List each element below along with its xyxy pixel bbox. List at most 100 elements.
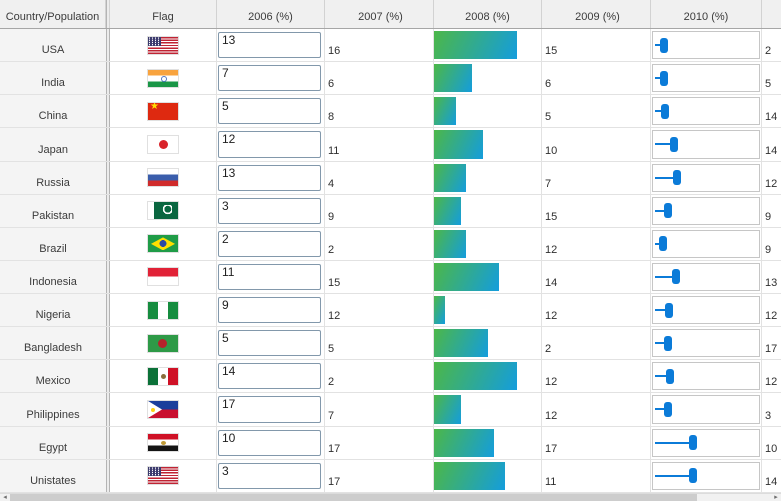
- country-cell[interactable]: Pakistan: [0, 194, 106, 227]
- year-2006-textbox[interactable]: 10: [218, 429, 321, 456]
- year-2009-cell[interactable]: 17: [542, 426, 651, 459]
- year-2009-cell[interactable]: 7: [542, 161, 651, 194]
- year-2006-textbox[interactable]: 17: [218, 396, 321, 423]
- year-2008-cell[interactable]: [434, 29, 542, 62]
- year-2006-textbox[interactable]: 3: [218, 197, 321, 224]
- slider[interactable]: [652, 163, 760, 192]
- year-2006-textbox[interactable]: 9: [218, 297, 321, 324]
- slider-thumb[interactable]: [689, 468, 697, 484]
- year-2008-cell[interactable]: [434, 426, 542, 459]
- cutoff-column-cell[interactable]: 12: [765, 177, 778, 190]
- country-cell[interactable]: Egypt: [0, 426, 106, 459]
- slider[interactable]: [652, 97, 760, 126]
- flag-cell[interactable]: [110, 95, 217, 128]
- flag-cell[interactable]: [110, 426, 217, 459]
- flag-cell[interactable]: [110, 327, 217, 360]
- year-2008-cell[interactable]: [434, 194, 542, 227]
- year-2007-cell[interactable]: 12: [325, 294, 434, 327]
- year-2007-cell[interactable]: 7: [325, 393, 434, 426]
- year-2007-cell[interactable]: 2: [325, 360, 434, 393]
- year-2009-cell[interactable]: 12: [542, 360, 651, 393]
- year-2009-cell[interactable]: 6: [542, 62, 651, 95]
- year-2009-cell[interactable]: 11: [542, 459, 651, 492]
- cutoff-column-cell[interactable]: 5: [765, 78, 772, 91]
- slider[interactable]: [652, 329, 760, 358]
- column-header-flag[interactable]: Flag: [110, 0, 217, 28]
- flag-cell[interactable]: [110, 360, 217, 393]
- flag-cell[interactable]: [110, 194, 217, 227]
- year-2007-cell[interactable]: 8: [325, 95, 434, 128]
- year-2009-cell[interactable]: 12: [542, 393, 651, 426]
- country-cell[interactable]: USA: [0, 29, 106, 62]
- country-cell[interactable]: Bangladesh: [0, 327, 106, 360]
- cutoff-column-cell[interactable]: 3: [765, 409, 772, 422]
- year-2008-cell[interactable]: [434, 327, 542, 360]
- year-2006-textbox[interactable]: 13: [218, 164, 321, 191]
- year-2008-cell[interactable]: [434, 161, 542, 194]
- scrollbar-right-arrow-icon[interactable]: ▸: [774, 494, 778, 501]
- cutoff-column-cell[interactable]: 9: [765, 243, 772, 256]
- slider[interactable]: [652, 64, 760, 93]
- year-2006-textbox[interactable]: 12: [218, 131, 321, 158]
- flag-cell[interactable]: [110, 459, 217, 492]
- slider-thumb[interactable]: [664, 335, 672, 351]
- year-2006-textbox[interactable]: 5: [218, 98, 321, 125]
- country-cell[interactable]: Philippines: [0, 393, 106, 426]
- flag-cell[interactable]: [110, 294, 217, 327]
- slider-thumb[interactable]: [660, 70, 668, 86]
- year-2007-cell[interactable]: 17: [325, 426, 434, 459]
- cutoff-column-cell[interactable]: 14: [765, 475, 778, 488]
- country-cell[interactable]: Nigeria: [0, 294, 106, 327]
- slider-thumb[interactable]: [664, 203, 672, 219]
- year-2008-cell[interactable]: [434, 360, 542, 393]
- slider[interactable]: [652, 461, 760, 490]
- cutoff-column-cell[interactable]: 10: [765, 442, 778, 455]
- flag-cell[interactable]: [110, 393, 217, 426]
- year-2006-textbox[interactable]: 7: [218, 65, 321, 92]
- slider[interactable]: [652, 262, 760, 291]
- cutoff-column-cell[interactable]: 2: [765, 45, 772, 58]
- slider[interactable]: [652, 196, 760, 225]
- slider[interactable]: [652, 130, 760, 159]
- slider-thumb[interactable]: [673, 170, 681, 186]
- scrollbar-thumb[interactable]: [10, 494, 697, 501]
- cutoff-column-cell[interactable]: 13: [765, 277, 778, 289]
- flag-cell[interactable]: [110, 29, 217, 62]
- slider-thumb[interactable]: [659, 236, 667, 252]
- cutoff-column-cell[interactable]: 14: [765, 111, 778, 124]
- year-2008-cell[interactable]: [434, 95, 542, 128]
- year-2006-textbox[interactable]: 13: [218, 32, 321, 59]
- country-cell[interactable]: Brazil: [0, 227, 106, 260]
- country-cell[interactable]: Unistates: [0, 459, 106, 492]
- year-2006-textbox[interactable]: 3: [218, 462, 321, 489]
- slider-thumb[interactable]: [670, 136, 678, 152]
- cutoff-column-cell[interactable]: 12: [765, 310, 778, 323]
- year-2009-cell[interactable]: 2: [542, 327, 651, 360]
- year-2007-cell[interactable]: 5: [325, 327, 434, 360]
- slider-thumb[interactable]: [689, 435, 697, 451]
- slider-thumb[interactable]: [665, 302, 673, 318]
- year-2008-cell[interactable]: [434, 128, 542, 161]
- country-cell[interactable]: Indonesia: [0, 260, 106, 293]
- column-header-2006[interactable]: 2006 (%): [217, 0, 325, 28]
- country-cell[interactable]: China: [0, 95, 106, 128]
- year-2006-textbox[interactable]: 14: [218, 363, 321, 390]
- year-2008-cell[interactable]: [434, 62, 542, 95]
- year-2007-cell[interactable]: 11: [325, 128, 434, 161]
- country-cell[interactable]: Mexico: [0, 360, 106, 393]
- year-2009-cell[interactable]: 5: [542, 95, 651, 128]
- year-2008-cell[interactable]: [434, 294, 542, 327]
- column-header-2009[interactable]: 2009 (%): [542, 0, 651, 28]
- year-2007-cell[interactable]: 9: [325, 194, 434, 227]
- country-cell[interactable]: Japan: [0, 128, 106, 161]
- column-header-country[interactable]: Country/Population: [0, 0, 106, 28]
- year-2008-cell[interactable]: [434, 260, 542, 293]
- slider-thumb[interactable]: [666, 368, 674, 384]
- year-2009-cell[interactable]: 15: [542, 29, 651, 62]
- flag-cell[interactable]: [110, 62, 217, 95]
- slider[interactable]: [652, 362, 760, 391]
- slider[interactable]: [652, 31, 760, 60]
- year-2009-cell[interactable]: 12: [542, 227, 651, 260]
- column-header-2007[interactable]: 2007 (%): [325, 0, 434, 28]
- year-2009-cell[interactable]: 14: [542, 260, 651, 293]
